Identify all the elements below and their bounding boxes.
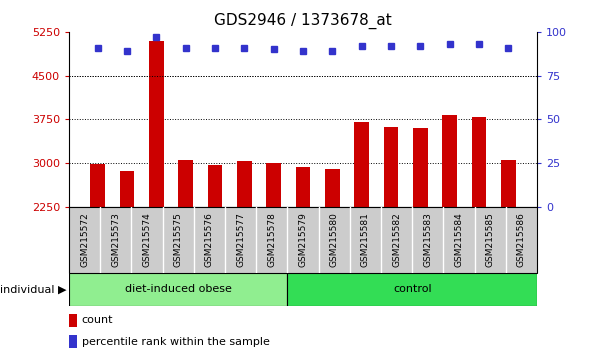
Text: GSM215580: GSM215580 [330, 212, 338, 267]
Bar [90, 164, 105, 207]
Bar [237, 161, 251, 207]
Bar [119, 171, 134, 207]
Text: individual ▶: individual ▶ [0, 284, 66, 295]
Text: control: control [393, 284, 431, 295]
Bar [296, 167, 310, 207]
Text: GSM215584: GSM215584 [455, 212, 464, 267]
Text: GSM215572: GSM215572 [80, 212, 89, 267]
Text: GSM215579: GSM215579 [299, 212, 308, 267]
Text: GSM215582: GSM215582 [392, 212, 401, 267]
Text: count: count [82, 315, 113, 325]
Bar [383, 127, 398, 207]
Text: GSM215583: GSM215583 [424, 212, 432, 267]
Title: GDS2946 / 1373678_at: GDS2946 / 1373678_at [214, 13, 392, 29]
Bar [472, 116, 487, 207]
Bar [149, 41, 164, 207]
Bar [413, 128, 428, 207]
Bar [501, 160, 516, 207]
Text: GSM215575: GSM215575 [174, 212, 182, 267]
Bar [325, 169, 340, 207]
Bar [442, 115, 457, 207]
Text: GSM215581: GSM215581 [361, 212, 370, 267]
Text: GSM215578: GSM215578 [267, 212, 276, 267]
Text: GSM215573: GSM215573 [112, 212, 120, 267]
Bar [69, 273, 287, 306]
Bar [69, 335, 77, 348]
Text: percentile rank within the sample: percentile rank within the sample [82, 337, 269, 347]
Text: GSM215577: GSM215577 [236, 212, 245, 267]
Bar [355, 122, 369, 207]
Bar [287, 273, 537, 306]
Bar [69, 314, 77, 327]
Text: GSM215586: GSM215586 [517, 212, 526, 267]
Text: diet-induced obese: diet-induced obese [125, 284, 232, 295]
Bar [208, 165, 223, 207]
Bar [266, 163, 281, 207]
Text: GSM215585: GSM215585 [485, 212, 494, 267]
Text: GSM215574: GSM215574 [143, 212, 151, 267]
Bar [178, 160, 193, 207]
Text: GSM215576: GSM215576 [205, 212, 214, 267]
